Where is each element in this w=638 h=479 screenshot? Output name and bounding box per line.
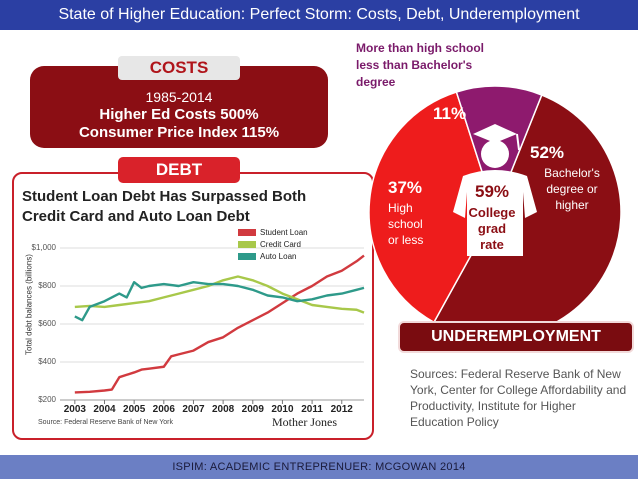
slice-label-hs-line2: school	[388, 217, 423, 231]
legend-item-auto-loan: Auto Loan	[238, 250, 308, 262]
grad-label-line3: rate	[480, 237, 504, 252]
underemployment-label: UNDEREMPLOYMENT	[398, 321, 634, 353]
mother-jones-logo: Mother Jones	[272, 415, 337, 429]
x-tick-2005: 2005	[123, 404, 146, 415]
slice-label-more-than-hs: More than high school less than Bachelor…	[356, 40, 484, 91]
grad-label-line2: grad	[477, 221, 507, 236]
slice-pct-high-school: 37%	[388, 178, 423, 197]
slice-label-hs-line1: High	[388, 201, 413, 215]
y-tick-400: $400	[38, 357, 56, 366]
legend-item-student-loan: Student Loan	[238, 226, 308, 238]
legend-swatch-student	[238, 228, 256, 236]
footer: ISPIM: ACADEMIC ENTREPRENUER: MCGOWAN 20…	[0, 455, 638, 479]
slice-pct-bachelors: 52%	[530, 143, 565, 162]
y-tick-200: $200	[38, 395, 56, 404]
page-title: State of Higher Education: Perfect Storm…	[0, 0, 638, 30]
slice-label-more-line2: less than Bachelor's	[356, 58, 473, 72]
debt-label: DEBT	[118, 157, 240, 183]
slice-label-bachelors-line3: higher	[555, 198, 589, 212]
x-tick-2008: 2008	[211, 404, 235, 415]
series-line-credit-card	[74, 275, 365, 314]
costs-cpi: Consumer Price Index 115%	[78, 124, 280, 141]
slice-pct-more-than-hs: 11%	[433, 104, 467, 123]
x-tick-2012: 2012	[330, 404, 353, 415]
x-tick-2003: 2003	[63, 404, 86, 415]
y-tick-600: $600	[38, 319, 56, 328]
legend-item-credit-card: Credit Card	[238, 238, 308, 250]
legend-label-credit: Credit Card	[260, 239, 301, 249]
x-tick-2011: 2011	[301, 404, 323, 415]
legend-label-auto: Auto Loan	[260, 251, 297, 261]
costs-label: COSTS	[118, 56, 240, 80]
chart-source-note: Source: Federal Reserve Bank of New York	[38, 419, 174, 426]
sources-text: Sources: Federal Reserve Bank of New Yor…	[410, 367, 627, 429]
x-tick-2006: 2006	[152, 404, 175, 415]
chart-title-line1: Student Loan Debt Has Surpassed Both	[22, 188, 307, 205]
x-tick-2007: 2007	[182, 404, 205, 415]
college-grad-label: College grad rate	[460, 205, 524, 253]
legend-label-student: Student Loan	[260, 227, 308, 237]
graduate-figure-icon	[453, 124, 537, 256]
x-tick-2010: 2010	[271, 404, 294, 415]
slice-label-bachelors-line1: Bachelor's	[544, 166, 600, 180]
legend-swatch-credit	[238, 240, 256, 248]
chart-legend: Student Loan Credit Card Auto Loan	[238, 226, 308, 262]
costs-higher-ed: Higher Ed Costs 500%	[99, 106, 259, 123]
costs-period: 1985-2014	[145, 89, 213, 105]
chart-title-line2: Credit Card and Auto Loan Debt	[22, 208, 250, 225]
underemployment-pie-chart	[368, 85, 622, 339]
pie-slice-37pct	[368, 91, 496, 324]
slice-label-hs-line3: or less	[388, 233, 424, 247]
x-tick-2004: 2004	[93, 404, 116, 415]
legend-swatch-auto	[238, 252, 256, 260]
series-line-auto-loan	[74, 281, 365, 322]
slice-label-bachelors: Bachelor's degree or higher	[532, 165, 612, 213]
slice-label-high-school: High school or less	[388, 200, 423, 248]
series-line-student-loan	[74, 254, 365, 394]
y-tick-1000: $1,000	[31, 243, 56, 252]
slice-label-more-line3: degree	[356, 75, 396, 89]
slice-label-bachelors-line2: degree or	[546, 182, 598, 196]
college-grad-pct: 59%	[474, 182, 510, 201]
x-tick-2009: 2009	[241, 404, 264, 415]
grad-label-line1: College	[468, 205, 516, 220]
y-tick-800: $800	[38, 281, 56, 290]
slice-label-more-line1: More than high school	[356, 41, 484, 55]
